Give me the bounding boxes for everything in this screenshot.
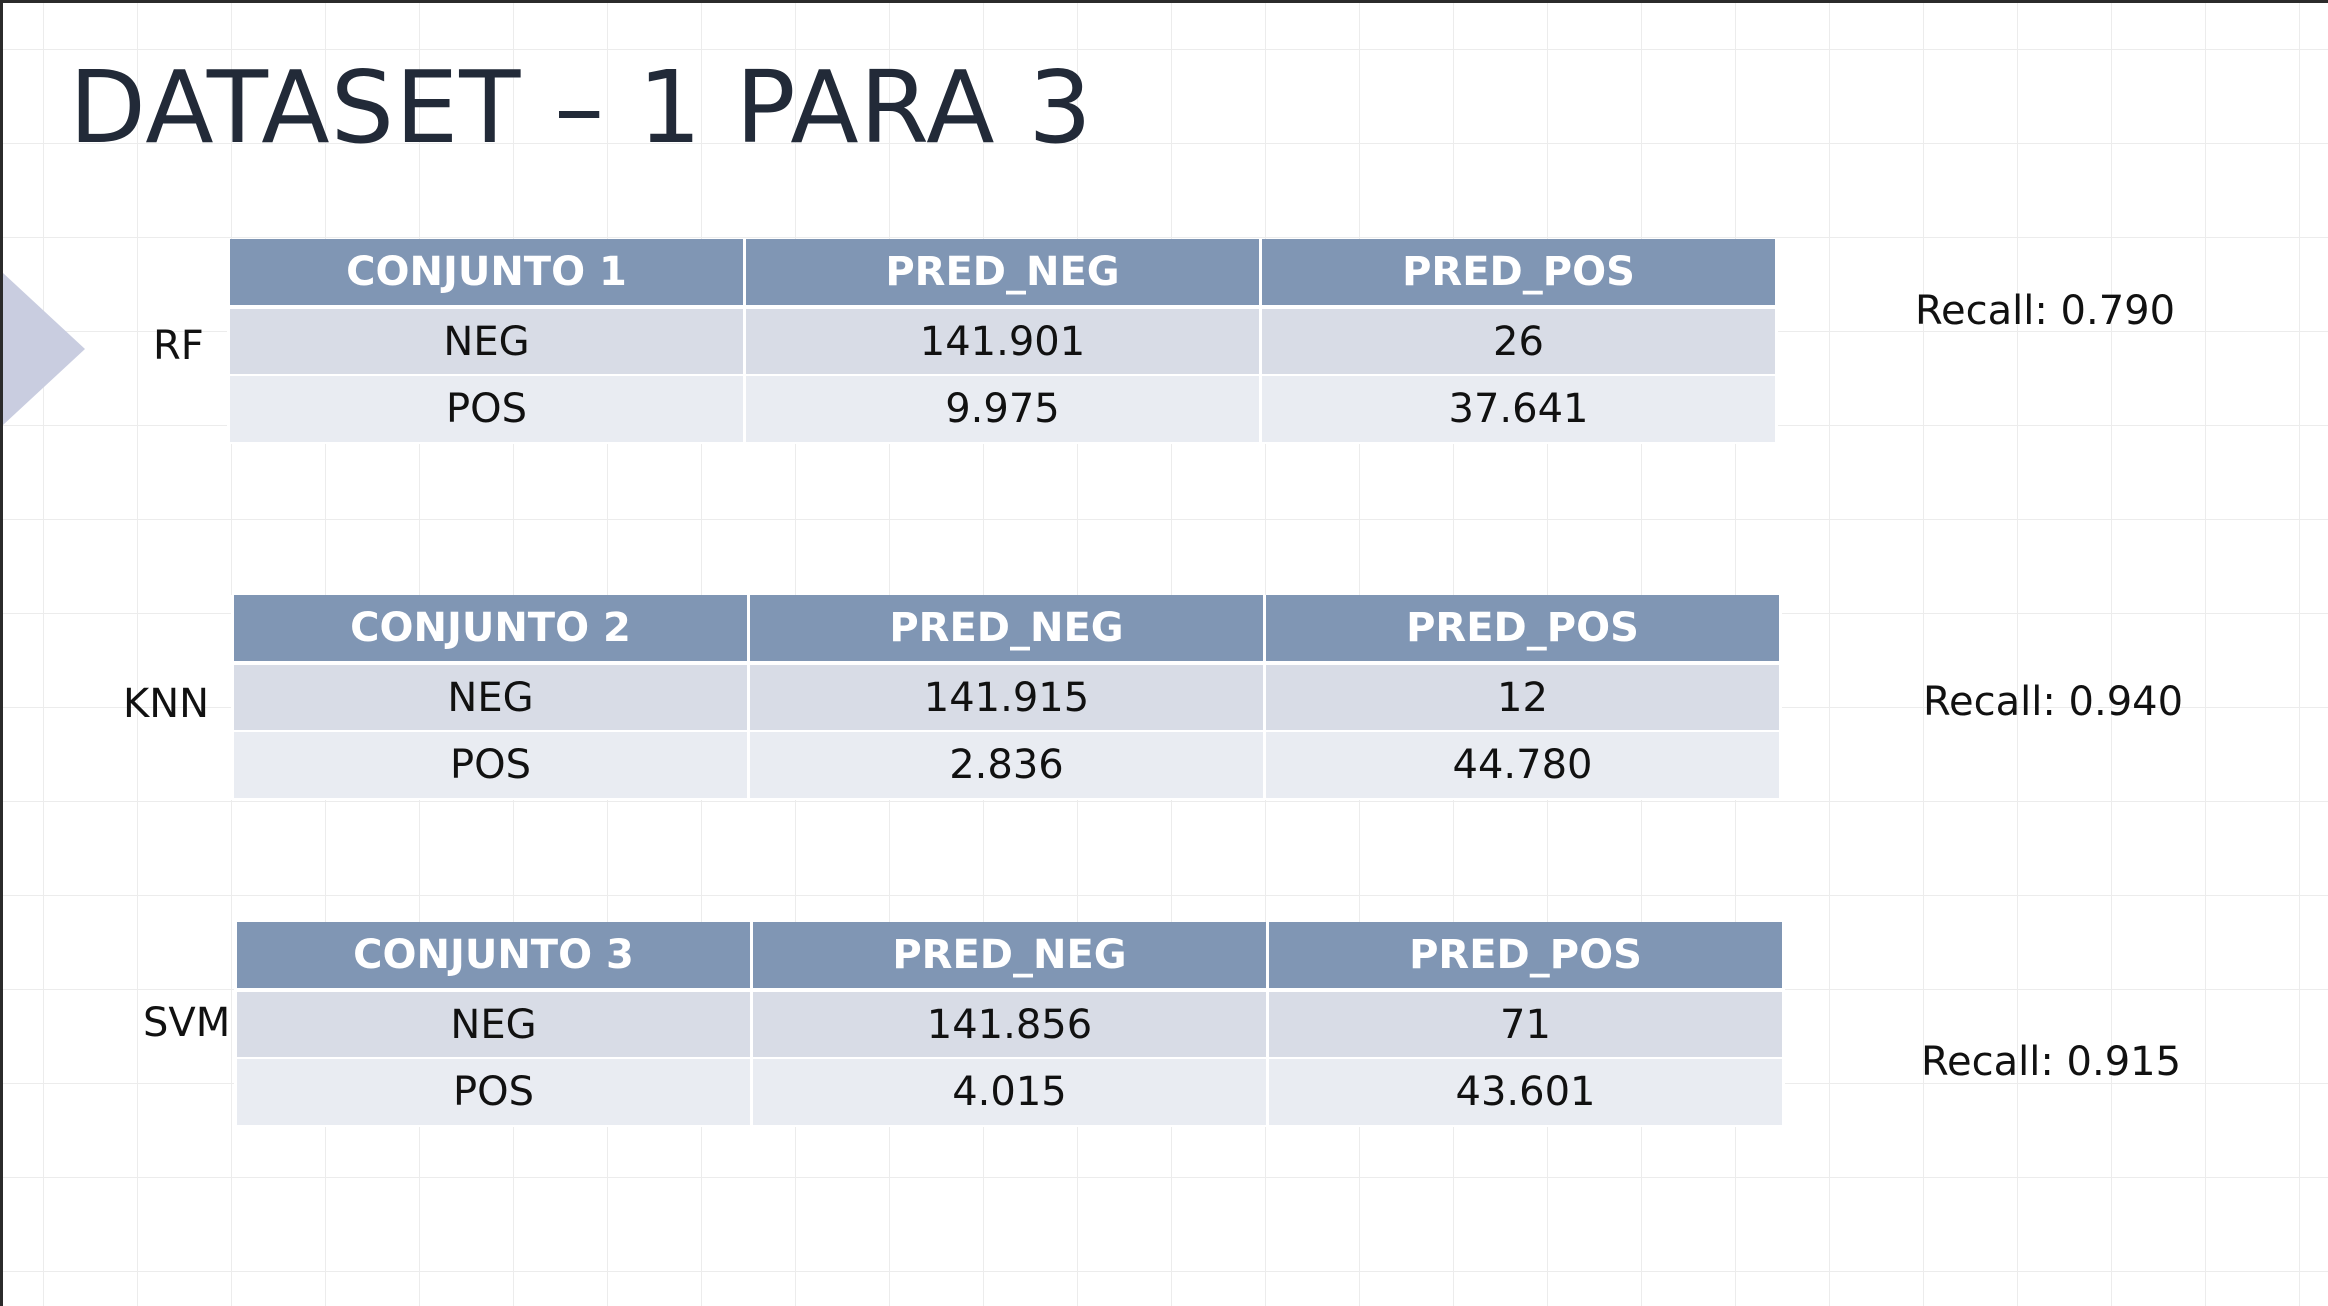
table-cell: 141.856	[750, 990, 1269, 1059]
arrow-marker-icon	[3, 273, 85, 425]
table-header-row: CONJUNTO 1 PRED_NEG PRED_POS	[227, 239, 1778, 309]
header-cell: PRED_POS	[1266, 922, 1785, 992]
header-cell: CONJUNTO 3	[234, 922, 753, 992]
table-cell: 141.901	[743, 307, 1262, 376]
table-row: NEG 141.915 12	[231, 663, 1782, 732]
confusion-table-1: CONJUNTO 1 PRED_NEG PRED_POS NEG 141.901…	[227, 239, 1778, 444]
model-label-rf: RF	[153, 323, 204, 369]
confusion-table-2: CONJUNTO 2 PRED_NEG PRED_POS NEG 141.915…	[231, 595, 1782, 800]
table-cell: 37.641	[1259, 375, 1778, 444]
table-cell: NEG	[227, 307, 746, 376]
table-cell: NEG	[234, 990, 753, 1059]
table-row: NEG 141.856 71	[234, 990, 1785, 1059]
header-cell: PRED_NEG	[750, 922, 1269, 992]
recall-value-svm: Recall: 0.915	[1921, 1039, 2182, 1085]
table-cell: 4.015	[750, 1058, 1269, 1127]
header-cell: PRED_POS	[1263, 595, 1782, 665]
table-cell: 9.975	[743, 375, 1262, 444]
table-header-row: CONJUNTO 2 PRED_NEG PRED_POS	[231, 595, 1782, 665]
table-row: POS 4.015 43.601	[234, 1058, 1785, 1127]
table-cell: POS	[227, 375, 746, 444]
header-cell: PRED_NEG	[743, 239, 1262, 309]
table-cell: 71	[1266, 990, 1785, 1059]
recall-value-knn: Recall: 0.940	[1923, 679, 2184, 725]
table-cell: POS	[234, 1058, 753, 1127]
table-cell: NEG	[231, 663, 750, 732]
table-row: POS 9.975 37.641	[227, 375, 1778, 444]
model-label-knn: KNN	[123, 681, 210, 727]
header-cell: CONJUNTO 2	[231, 595, 750, 665]
table-header-row: CONJUNTO 3 PRED_NEG PRED_POS	[234, 922, 1785, 992]
confusion-table-3: CONJUNTO 3 PRED_NEG PRED_POS NEG 141.856…	[234, 922, 1785, 1127]
table-cell: 141.915	[747, 663, 1266, 732]
table-cell: 43.601	[1266, 1058, 1785, 1127]
table-row: NEG 141.901 26	[227, 307, 1778, 376]
table-cell: 26	[1259, 307, 1778, 376]
table-cell: POS	[231, 731, 750, 800]
header-cell: CONJUNTO 1	[227, 239, 746, 309]
table-cell: 2.836	[747, 731, 1266, 800]
header-cell: PRED_POS	[1259, 239, 1778, 309]
table-row: POS 2.836 44.780	[231, 731, 1782, 800]
recall-value-rf: Recall: 0.790	[1915, 288, 2176, 334]
table-cell: 12	[1263, 663, 1782, 732]
slide-title: DATASET – 1 PARA 3	[69, 49, 1093, 166]
header-cell: PRED_NEG	[747, 595, 1266, 665]
model-label-svm: SVM	[143, 1000, 231, 1046]
table-cell: 44.780	[1263, 731, 1782, 800]
